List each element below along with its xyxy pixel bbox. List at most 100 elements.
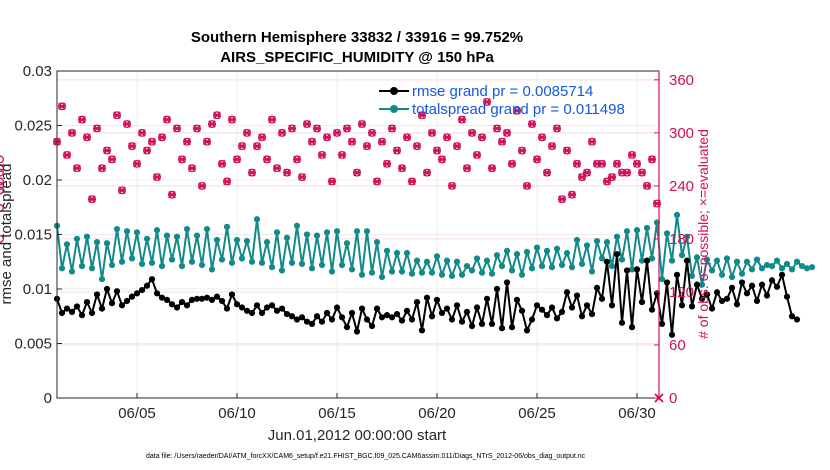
obs-evaluated-marker [363,142,371,150]
obs-evaluated-marker [433,146,441,155]
obs-evaluated-marker [248,168,256,177]
obs-evaluated-marker [408,177,416,186]
totalspread-data-point [513,251,521,258]
obs-count-point [198,181,206,190]
obs-possible-marker [0,234,4,243]
obs-count-point [318,151,326,159]
totalspread-data-point [368,269,376,276]
rmse-data-point [783,293,791,300]
totalspread-data-point [343,240,351,247]
rmse-data-point [208,296,216,303]
rmse-data-point [158,294,166,301]
totalspread-data-point [358,271,366,278]
rmse-data-point [218,297,226,305]
y-left-tick-label: 0.025 [14,118,52,135]
obs-count-point [183,137,191,146]
rmse-data-point [128,293,136,300]
totalspread-data-point [58,265,66,272]
obs-count-point [123,120,131,128]
obs-evaluated-marker [613,160,621,168]
obs-possible-marker [0,177,4,186]
rmse-data-point [363,316,371,323]
rmse-data-point [153,290,161,297]
obs-evaluated-marker [588,137,596,146]
obs-evaluated-marker [223,177,231,186]
totalspread-data-point [618,256,626,263]
y-left-tick-label: 0 [44,390,52,407]
obs-count-point [0,177,4,186]
rmse-data-point [663,279,671,286]
obs-evaluated-marker [63,151,71,159]
totalspread-data-point [378,273,386,281]
obs-count-point [298,173,306,182]
x-tick-label: 06/05 [118,405,156,422]
rmse-data-point [233,301,241,308]
obs-count-point [538,133,546,142]
rmse-data-point [178,298,186,306]
totalspread-data-point [673,211,681,218]
rmse-data-point [563,289,571,296]
obs-possible-marker [0,186,4,195]
rmse-data-point [583,302,591,309]
rmse-data-point [133,290,141,297]
obs-evaluated-marker [548,142,556,150]
obs-evaluated-marker [628,151,636,159]
obs-count-point [223,177,231,186]
obs-evaluated-marker [373,177,381,186]
totalspread-data-point [178,263,186,270]
data-file-footnote: data file: /Users/raeder/DAI/ATM_forcXX/… [146,453,586,460]
rmse-data-point [703,291,711,298]
rmse-data-point [148,276,156,283]
obs-evaluated-marker [103,146,111,155]
obs-count-point [623,168,631,177]
totalspread-data-point [508,267,516,274]
obs-evaluated-marker [348,137,356,146]
obs-evaluated-marker [423,168,431,177]
totalspread-data-point [98,276,106,283]
totalspread-data-point [163,232,171,239]
rmse-data-point [333,304,341,311]
obs-evaluated-marker [193,124,201,133]
obs-count-point [603,177,611,186]
obs-count-point [0,205,4,212]
obs-evaluated-marker [438,155,446,164]
totalspread-data-point [728,273,736,281]
obs-evaluated-marker [563,146,571,155]
obs-count-point [463,164,471,173]
totalspread-data-point [253,216,261,223]
totalspread-data-point [533,244,541,251]
totalspread-data-point [483,257,491,264]
totalspread-data-point [598,255,606,262]
rmse-data-point [118,302,126,309]
obs-evaluated-marker [308,137,316,146]
obs-count-point [398,164,406,173]
x-tick-label: 06/10 [218,405,256,422]
totalspread-data-point [118,258,126,265]
obs-count-point [453,142,461,151]
totalspread-data-point [453,258,461,265]
obs-evaluated-marker [198,182,206,190]
totalspread-data-point [588,268,596,275]
obs-count-point [208,120,216,128]
totalspread-data-point [123,228,131,235]
x-tick-label: 06/20 [418,405,456,422]
obs-evaluated-marker [113,111,121,119]
obs-evaluated-marker [258,133,266,142]
totalspread-data-point [158,263,166,270]
obs-count-point [588,137,596,146]
obs-evaluated-marker [638,168,646,177]
rmse-data-point [723,295,731,302]
obs-count-point [108,155,116,164]
rmse-data-point [718,297,726,305]
obs-count-point [503,128,511,137]
obs-count-point [63,151,71,159]
obs-evaluated-marker [558,195,566,203]
obs-evaluated-marker [473,151,481,159]
obs-count-point [353,168,361,177]
totalspread-data-point [783,260,791,268]
totalspread-data-point [138,260,146,268]
rmse-data-point [738,279,746,286]
rmse-data-point [378,314,386,321]
obs-evaluated-marker [353,168,361,177]
obs-count-point [428,128,436,137]
